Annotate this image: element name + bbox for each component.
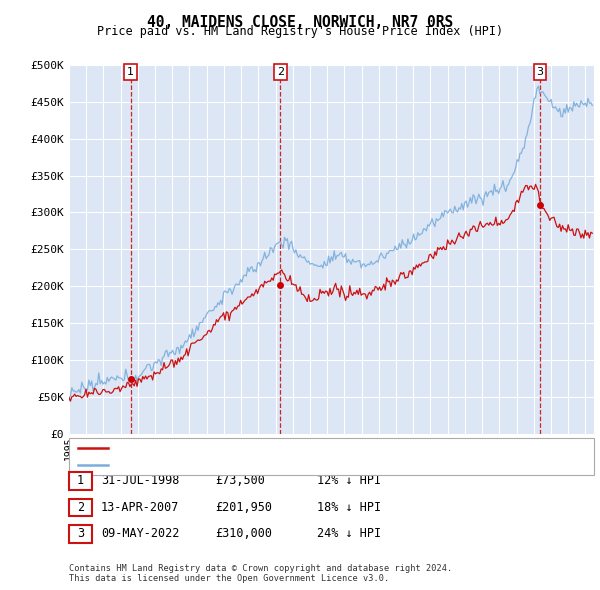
Text: 13-APR-2007: 13-APR-2007: [101, 501, 179, 514]
Text: 3: 3: [536, 67, 544, 77]
Text: 1: 1: [127, 67, 134, 77]
Text: Price paid vs. HM Land Registry's House Price Index (HPI): Price paid vs. HM Land Registry's House …: [97, 25, 503, 38]
Text: £310,000: £310,000: [215, 527, 272, 540]
Text: 3: 3: [77, 527, 84, 540]
Text: 24% ↓ HPI: 24% ↓ HPI: [317, 527, 381, 540]
Text: 09-MAY-2022: 09-MAY-2022: [101, 527, 179, 540]
Text: 18% ↓ HPI: 18% ↓ HPI: [317, 501, 381, 514]
Text: 31-JUL-1998: 31-JUL-1998: [101, 474, 179, 487]
Text: HPI: Average price, detached house, Broadland: HPI: Average price, detached house, Broa…: [114, 460, 407, 470]
Text: Contains HM Land Registry data © Crown copyright and database right 2024.
This d: Contains HM Land Registry data © Crown c…: [69, 563, 452, 583]
Text: £73,500: £73,500: [215, 474, 265, 487]
Text: 2: 2: [77, 501, 84, 514]
Text: 40, MAIDENS CLOSE, NORWICH, NR7 0RS: 40, MAIDENS CLOSE, NORWICH, NR7 0RS: [147, 15, 453, 30]
Text: 2: 2: [277, 67, 284, 77]
Text: 12% ↓ HPI: 12% ↓ HPI: [317, 474, 381, 487]
Text: £201,950: £201,950: [215, 501, 272, 514]
Text: 1: 1: [77, 474, 84, 487]
Text: 40, MAIDENS CLOSE, NORWICH, NR7 0RS (detached house): 40, MAIDENS CLOSE, NORWICH, NR7 0RS (det…: [114, 443, 452, 453]
